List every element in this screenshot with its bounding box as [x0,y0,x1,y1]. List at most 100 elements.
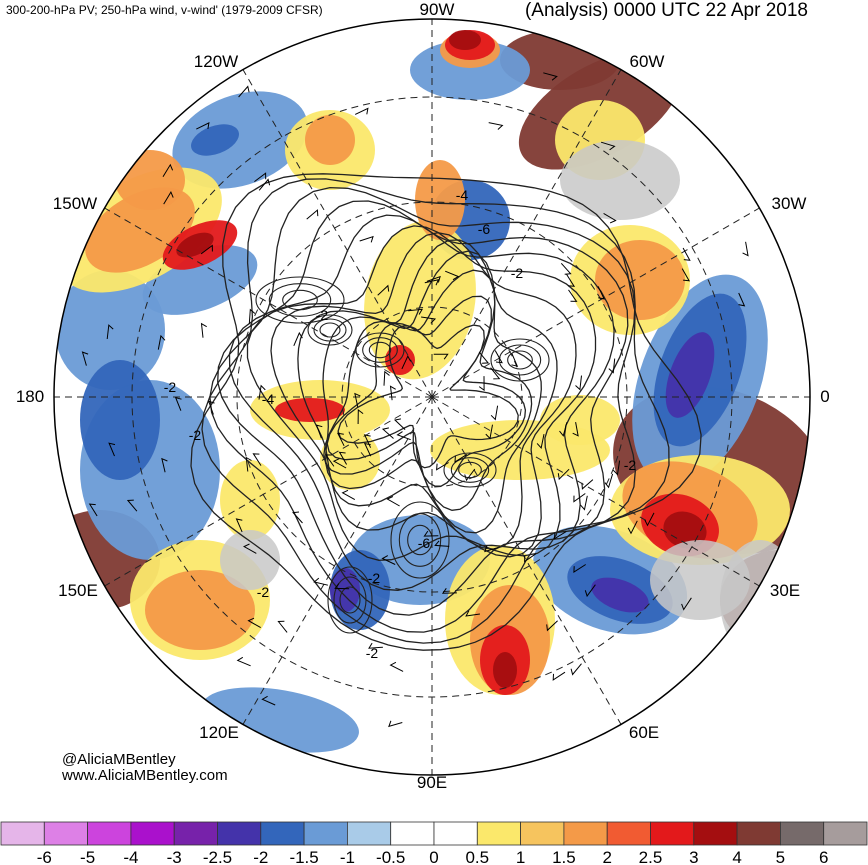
wind-barb [389,385,396,401]
meridian-line [242,69,433,398]
wind-barb [207,400,215,415]
colorbar-swatch [303,821,348,846]
wind-barb [381,555,396,565]
colorbar-tick-label: 6 [819,848,828,865]
wind-barb [612,460,621,476]
pv-contour-label: -2 [189,427,202,443]
colorbar-swatch [606,821,651,846]
wind-barb [252,453,262,466]
pv-contour-cell [498,344,542,376]
wind-barb [559,422,568,437]
credit-handle: @AliciaMBentley [62,751,176,768]
colorbar-tick-label: 1 [516,848,525,865]
wind-barb [600,141,616,151]
wind-barb [408,308,424,315]
wind-barb [580,495,588,511]
pv-contour-label: -2 [368,570,381,586]
colorbar-tick-label: 1.5 [552,848,576,865]
map-border [53,18,811,776]
pv-contour-cell [407,524,433,556]
colorbar-swatch [260,821,305,846]
wind-barb [681,268,691,282]
wind-barb [490,367,501,380]
wind-barb [584,584,596,598]
wind-barb [196,122,210,130]
wind-barb [573,564,586,574]
wind-barb [261,695,276,706]
wind-barb [200,244,213,255]
wind-barb [573,493,586,503]
pv-contour-cell [490,338,550,382]
wind-barb [247,617,261,629]
wind-barb [161,457,168,473]
colorbar-tick-label: 5 [776,848,785,865]
pv-contour-cell [362,337,398,363]
lat-lon-grid [54,19,810,775]
pv-contour-label: -6 [418,535,431,551]
wind-barb [441,588,457,594]
wind-barb [572,422,579,437]
pv-contour-label: -4 [262,391,275,407]
anomaly-patch [493,652,517,688]
wind-barb [126,499,138,512]
wind-barb [163,190,174,205]
wind-barb [393,418,406,430]
colorbar-tick-label: 0 [429,848,438,865]
wind-barb [464,468,476,482]
anomaly-patch [115,150,185,210]
pv-contour-cell [333,576,367,624]
pv-contour [190,173,702,651]
wind-barb [88,503,98,517]
land-patch [560,140,680,220]
wind-barb [681,597,692,611]
wind-barb [511,353,519,367]
colorbar-swatch [43,821,88,846]
wind-barb [368,642,383,649]
wind-barb [575,375,582,391]
anomaly-patch [191,124,239,156]
wind-barb [277,620,288,633]
wind-barb [292,511,303,524]
colorbar-swatch [130,821,175,846]
wind-barb [627,520,638,535]
pv-contour-cell [339,586,361,614]
longitude-label: 60E [629,723,659,742]
colorbar-tick-label: 3 [689,848,698,865]
wind-barb [454,453,468,463]
wind-barb [81,351,89,366]
wind-barb [524,553,537,563]
pv-contour-cell [313,318,347,342]
wind-barb [536,434,545,449]
pv-contour-cell [268,283,332,317]
wind-barb [478,351,490,364]
pv-contour-label: -2 [366,645,379,661]
wind-barb [436,462,449,471]
wind-barb [424,279,440,286]
wind-barb [426,275,441,283]
wind-barb [363,434,372,448]
wind-barb [200,322,207,338]
wind-barb [543,72,558,81]
wind-barb [306,209,319,220]
anomaly-patch [305,115,355,165]
wind-barb [557,468,570,481]
colorbar-tick-label: -0.5 [376,848,405,865]
land-patch [720,540,800,660]
longitude-label: 30E [770,581,800,600]
pv-contour-labels: -2 -2 -4 -6 -2 -2 -2 -4 -6 -2 -2 -2 [164,187,637,661]
wind-barb [478,376,485,392]
longitude-label: 90E [417,773,447,792]
colorbar-tick-label: -2 [253,848,268,865]
anomaly-patch [540,395,620,445]
colorbar-tick-label: 4 [732,848,741,865]
wind-barb [490,405,499,421]
colorbar-swatch [433,821,478,846]
colorbar-tick-label: -3 [167,848,182,865]
pv-contour-cell [255,276,345,324]
wind-barb [608,358,616,374]
wind-barb [421,316,437,324]
anomaly-patch [595,240,685,320]
wind-barb [560,262,572,275]
wind-barb [359,235,374,243]
